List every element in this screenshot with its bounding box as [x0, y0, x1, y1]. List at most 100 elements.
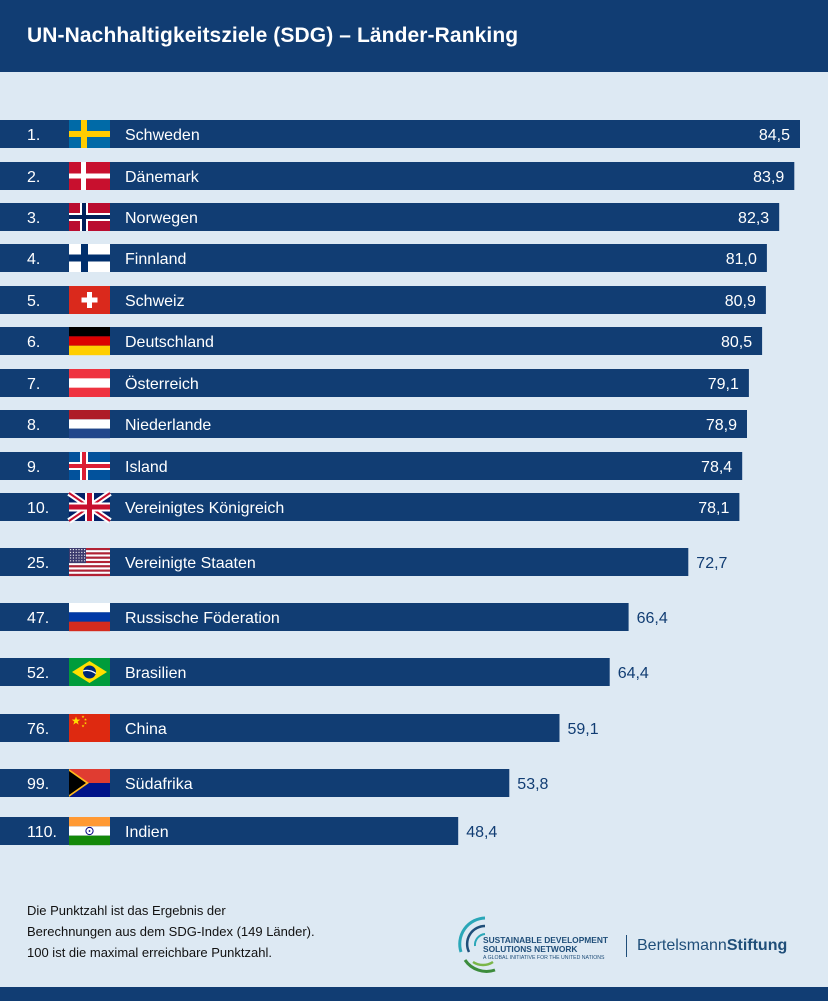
bar-7: [0, 369, 749, 397]
bar-row-7: 7. Österreich 79,1: [0, 369, 749, 397]
bar-6: [0, 327, 763, 355]
value-label-3: 82,3: [738, 210, 769, 227]
china-flag-icon: [69, 714, 110, 742]
country-label-2: Dänemark: [125, 169, 200, 186]
netherlands-flag-icon: [69, 410, 110, 439]
bar-11: [0, 548, 689, 576]
bar-9: [0, 452, 743, 480]
country-label-5: Schweiz: [125, 293, 185, 310]
value-label-6: 80,5: [721, 334, 752, 351]
bar-3: [0, 203, 780, 231]
south-africa-flag-icon: [69, 769, 110, 797]
bar-row-13: 52. Brasilien 64,4: [0, 658, 649, 686]
value-label-5: 80,9: [725, 293, 756, 310]
rank-label-1: 1.: [27, 127, 40, 144]
bar-row-16: 110. Indien 48,4: [0, 817, 497, 846]
country-label-9: Island: [125, 459, 168, 476]
country-label-10: Vereinigtes Königreich: [125, 500, 284, 517]
rank-label-9: 9.: [27, 459, 40, 476]
bar-row-2: 2. Dänemark 83,9: [0, 162, 795, 190]
bar-row-10: 10. Vereinigtes Königreich 78,1: [0, 490, 740, 524]
rank-label-2: 2.: [27, 169, 40, 186]
finland-flag-icon: [69, 244, 110, 272]
bar-row-12: 47. Russische Föderation 66,4: [0, 603, 668, 632]
value-label-11: 72,7: [696, 555, 727, 572]
russia-flag-icon: [69, 603, 110, 632]
country-label-1: Schweden: [125, 127, 200, 144]
country-label-14: China: [125, 721, 167, 738]
header: UN-Nachhaltigkeitsziele (SDG) – Länder-R…: [0, 0, 828, 72]
bar-row-1: 1. Schweden 84,5: [0, 120, 800, 148]
value-label-14: 59,1: [568, 721, 599, 738]
sdsn-line-2: SOLUTIONS NETWORK: [483, 944, 578, 954]
bertelsmann-part-2: Stiftung: [726, 937, 788, 954]
footnote-line-1: Die Punktzahl ist das Ergebnis der: [27, 903, 226, 918]
country-label-12: Russische Föderation: [125, 610, 280, 627]
sdsn-line-3: A GLOBAL INITIATIVE FOR THE UNITED NATIO…: [483, 955, 605, 961]
footnote-line-2: Berechnungen aus dem SDG-Index (149 Länd…: [27, 924, 315, 939]
rank-label-7: 7.: [27, 376, 40, 393]
austria-flag-icon: [69, 369, 110, 397]
value-label-2: 83,9: [753, 169, 784, 186]
usa-flag-icon: [69, 548, 110, 577]
value-label-15: 53,8: [517, 776, 548, 793]
page-title: UN-Nachhaltigkeitsziele (SDG) – Länder-R…: [27, 24, 519, 47]
bar-row-5: 5. Schweiz 80,9: [0, 286, 766, 314]
rank-label-16: 110.: [27, 824, 57, 841]
value-label-4: 81,0: [726, 251, 757, 268]
norway-flag-icon: [69, 203, 110, 231]
bar-row-14: 76. China 59,1: [0, 714, 599, 742]
rank-label-12: 47.: [27, 610, 49, 627]
rank-label-11: 25.: [27, 555, 49, 572]
value-label-8: 78,9: [706, 417, 737, 434]
uk-flag-icon: [67, 490, 112, 524]
rank-label-5: 5.: [27, 293, 40, 310]
country-label-4: Finnland: [125, 251, 186, 268]
country-label-7: Österreich: [125, 375, 199, 393]
sdsn-logo: SUSTAINABLE DEVELOPMENT SOLUTIONS NETWOR…: [455, 912, 625, 978]
rank-label-10: 10.: [27, 500, 49, 517]
country-label-3: Norwegen: [125, 210, 198, 227]
rank-label-15: 99.: [27, 776, 49, 793]
bar-row-11: 25. Vereinigte Staaten 72,7: [0, 548, 728, 577]
rank-label-4: 4.: [27, 251, 40, 268]
footnote-line-3: 100 ist die maximal erreichbare Punktzah…: [27, 945, 272, 960]
country-label-6: Deutschland: [125, 334, 214, 351]
rank-label-6: 6.: [27, 334, 40, 351]
bar-row-3: 3. Norwegen 82,3: [0, 203, 780, 231]
country-label-13: Brasilien: [125, 665, 186, 682]
switzerland-flag-icon: [69, 286, 110, 314]
country-label-11: Vereinigte Staaten: [125, 555, 256, 572]
bar-row-6: 6. Deutschland 80,5: [0, 327, 763, 356]
value-label-7: 79,1: [708, 376, 739, 393]
bar-5: [0, 286, 766, 314]
sweden-flag-icon: [69, 120, 110, 148]
denmark-flag-icon: [69, 162, 110, 190]
sdsn-circle-icon: [458, 916, 496, 973]
footer-bar: [0, 987, 828, 1001]
value-label-13: 64,4: [618, 665, 649, 682]
bar-16: [0, 817, 459, 845]
bar-row-9: 9. Island 78,4: [0, 452, 743, 480]
rank-label-13: 52.: [27, 665, 49, 682]
value-label-10: 78,1: [698, 500, 729, 517]
value-label-12: 66,4: [637, 610, 668, 627]
bar-row-4: 4. Finnland 81,0: [0, 244, 767, 272]
bar-2: [0, 162, 795, 190]
value-label-9: 78,4: [701, 459, 732, 476]
country-label-8: Niederlande: [125, 417, 211, 434]
bertelsmann-part-1: Bertelsmann: [637, 937, 727, 954]
india-flag-icon: [69, 817, 110, 846]
rank-label-3: 3.: [27, 210, 40, 227]
germany-flag-icon: [69, 327, 110, 356]
iceland-flag-icon: [69, 452, 110, 480]
country-label-15: Südafrika: [125, 776, 193, 793]
value-label-1: 84,5: [759, 127, 790, 144]
bertelsmann-logo: BertelsmannStiftung: [626, 935, 787, 957]
rank-label-8: 8.: [27, 417, 40, 434]
sdsn-line-1: SUSTAINABLE DEVELOPMENT: [483, 935, 609, 945]
brazil-flag-icon: [69, 658, 110, 686]
value-label-16: 48,4: [466, 824, 497, 841]
footnote: Die Punktzahl ist das Ergebnis der Berec…: [27, 900, 367, 963]
bar-4: [0, 244, 767, 272]
